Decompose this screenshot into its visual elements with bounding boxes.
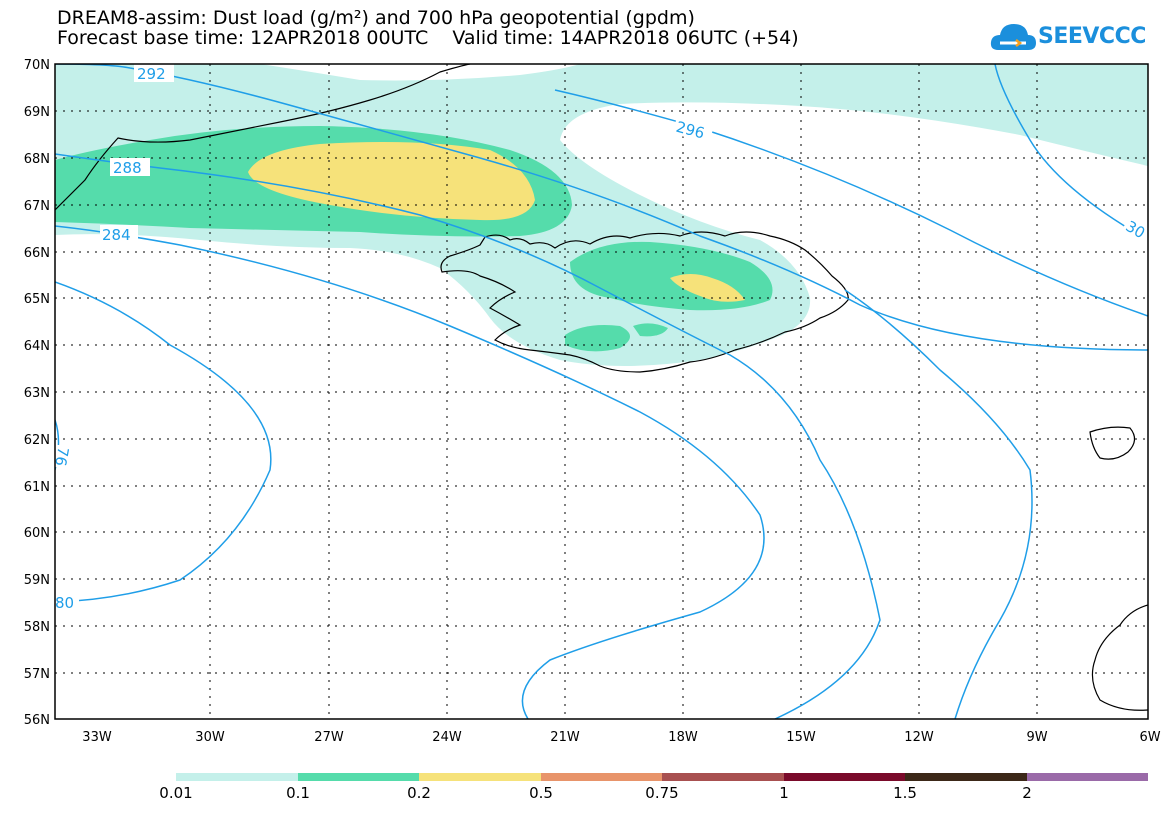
map-plot-area: 292 288 284 296 30 76 80: [51, 64, 1148, 719]
map-frame: [54, 63, 1149, 720]
colorbar-swatch: [541, 773, 662, 781]
colorbar-label: 0.2: [407, 784, 431, 802]
cloud-logo-icon: [990, 24, 1036, 50]
lon-label: 9W: [1026, 730, 1047, 745]
lon-label: 18W: [668, 730, 698, 745]
lon-label: 24W: [432, 730, 462, 745]
colorbar-label: 0.1: [286, 784, 310, 802]
iceland-coastline: [440, 231, 849, 373]
scotland-coastline: [1091, 604, 1148, 711]
contour-label-80: 80: [55, 594, 74, 612]
logo-text: SEEVCCC: [1038, 24, 1146, 49]
contour-296: [554, 89, 1148, 317]
lat-label: 64N: [24, 339, 50, 354]
lat-label: 69N: [24, 105, 50, 120]
contour-label-288: 288: [113, 159, 142, 177]
colorbar-swatch: [784, 773, 905, 781]
lat-label: 61N: [24, 480, 50, 495]
lat-label: 70N: [24, 58, 50, 73]
seevccc-logo: SEEVCCC: [990, 16, 1170, 60]
colorbar-swatch: [905, 773, 1027, 781]
colorbar-swatch: [662, 773, 784, 781]
colorbar-swatch: [176, 773, 298, 781]
contour-296-east: [844, 289, 1033, 719]
greenland-coastline: [55, 64, 471, 211]
contour-label-76: 76: [51, 446, 72, 468]
colorbar-label: 2: [1022, 784, 1032, 802]
lat-label: 66N: [24, 246, 50, 261]
lon-label: 33W: [82, 730, 112, 745]
contour-label-284: 284: [102, 226, 131, 244]
lon-label: 27W: [314, 730, 344, 745]
contour-288: [55, 153, 881, 719]
colorbar-label: 0.5: [529, 784, 553, 802]
latitude-axis: 70N 69N 68N 67N 66N 65N 64N 63N 62N 61N …: [24, 58, 50, 728]
contour-284: [55, 225, 765, 719]
contour-292: [55, 64, 1148, 351]
geopotential-contours: [55, 64, 1148, 719]
lon-label: 12W: [904, 730, 934, 745]
faroe-islands-coastline: [1089, 426, 1136, 460]
dust-shading-0.2: [248, 142, 745, 302]
lat-label: 59N: [24, 573, 50, 588]
forecast-base-time: Forecast base time: 12APR2018 00UTC: [57, 27, 429, 49]
contour-300: [994, 64, 1148, 241]
lat-label: 63N: [24, 386, 50, 401]
contour-label-292: 292: [137, 65, 166, 83]
contour-labels: 292 288 284 296 30 76 80: [51, 64, 1148, 612]
map-title: DREAM8-assim: Dust load (g/m²) and 700 h…: [57, 7, 695, 29]
lon-label: 30W: [195, 730, 225, 745]
lon-label: 21W: [550, 730, 580, 745]
colorbar-swatch: [298, 773, 419, 781]
colorbar: [176, 773, 1148, 781]
lat-label: 62N: [24, 433, 50, 448]
lon-label: 15W: [786, 730, 816, 745]
colorbar-label: 0.75: [645, 784, 679, 802]
longitude-axis: 33W 30W 27W 24W 21W 18W 15W 12W 9W 6W: [82, 730, 1160, 745]
colorbar-swatch: [419, 773, 541, 781]
lat-label: 57N: [24, 667, 50, 682]
lat-label: 56N: [24, 713, 50, 728]
valid-time: Valid time: 14APR2018 06UTC (+54): [452, 27, 799, 49]
map-subtitle: Forecast base time: 12APR2018 00UTC Vali…: [57, 28, 799, 48]
colorbar-label: 0.01: [159, 784, 193, 802]
grid-lines: [55, 64, 1148, 719]
lon-label: 6W: [1139, 730, 1160, 745]
colorbar-swatch: [1027, 773, 1148, 781]
lat-label: 60N: [24, 526, 50, 541]
lat-label: 65N: [24, 292, 50, 307]
colorbar-label: 1.5: [893, 784, 917, 802]
lat-label: 68N: [24, 152, 50, 167]
contour-280: [55, 281, 272, 603]
lat-label: 67N: [24, 199, 50, 214]
colorbar-label: 1: [779, 784, 789, 802]
lat-label: 58N: [24, 620, 50, 635]
